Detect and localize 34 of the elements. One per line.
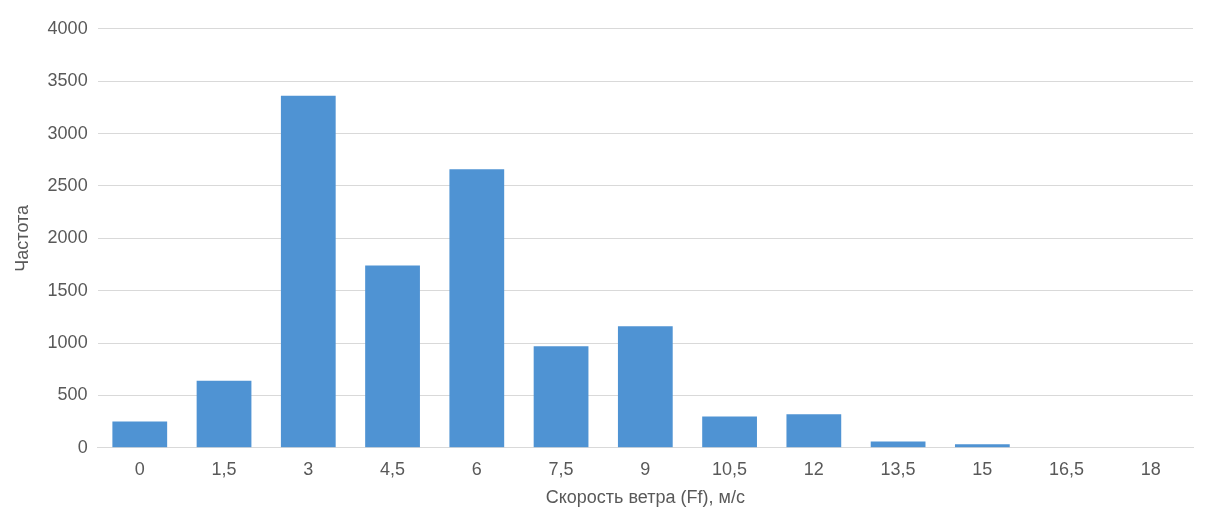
x-tick-label: 7,5 — [548, 458, 574, 479]
x-tick-label: 0 — [134, 458, 145, 479]
x-tick-label: 10,5 — [712, 458, 748, 479]
y-tick-label: 1000 — [47, 332, 88, 353]
y-tick-label: 3000 — [47, 122, 88, 143]
x-tick-label: 16,5 — [1049, 458, 1085, 479]
bar — [365, 265, 420, 448]
x-tick-label: 18 — [1140, 458, 1161, 479]
x-tick-label: 15 — [972, 458, 993, 479]
bar — [449, 169, 505, 448]
x-tick-label: 12 — [803, 458, 824, 479]
x-tick-label: 4,5 — [380, 458, 406, 479]
x-tick-label: 3 — [303, 458, 314, 479]
x-axis-title: Скорость ветра (Ff), м/с — [545, 487, 745, 508]
bar — [617, 326, 673, 448]
bar — [196, 380, 252, 448]
y-tick-label: 2500 — [47, 174, 88, 195]
y-tick-label: 0 — [77, 436, 88, 457]
y-tick-label: 1500 — [47, 279, 88, 300]
bar — [954, 444, 1010, 448]
y-axis-title: Частота — [11, 203, 32, 272]
x-tick-label: 13,5 — [880, 458, 916, 479]
x-tick-label: 9 — [640, 458, 651, 479]
x-tick-label: 6 — [471, 458, 482, 479]
bar — [702, 416, 757, 448]
bar — [280, 95, 336, 448]
y-tick-label: 2000 — [47, 227, 88, 248]
y-tick-label: 500 — [57, 384, 88, 405]
y-tick-label: 3500 — [47, 70, 88, 91]
bar — [786, 414, 842, 448]
y-tick-label: 4000 — [47, 17, 88, 38]
bar — [112, 421, 168, 448]
bar — [533, 346, 589, 448]
x-tick-label: 1,5 — [211, 458, 237, 479]
